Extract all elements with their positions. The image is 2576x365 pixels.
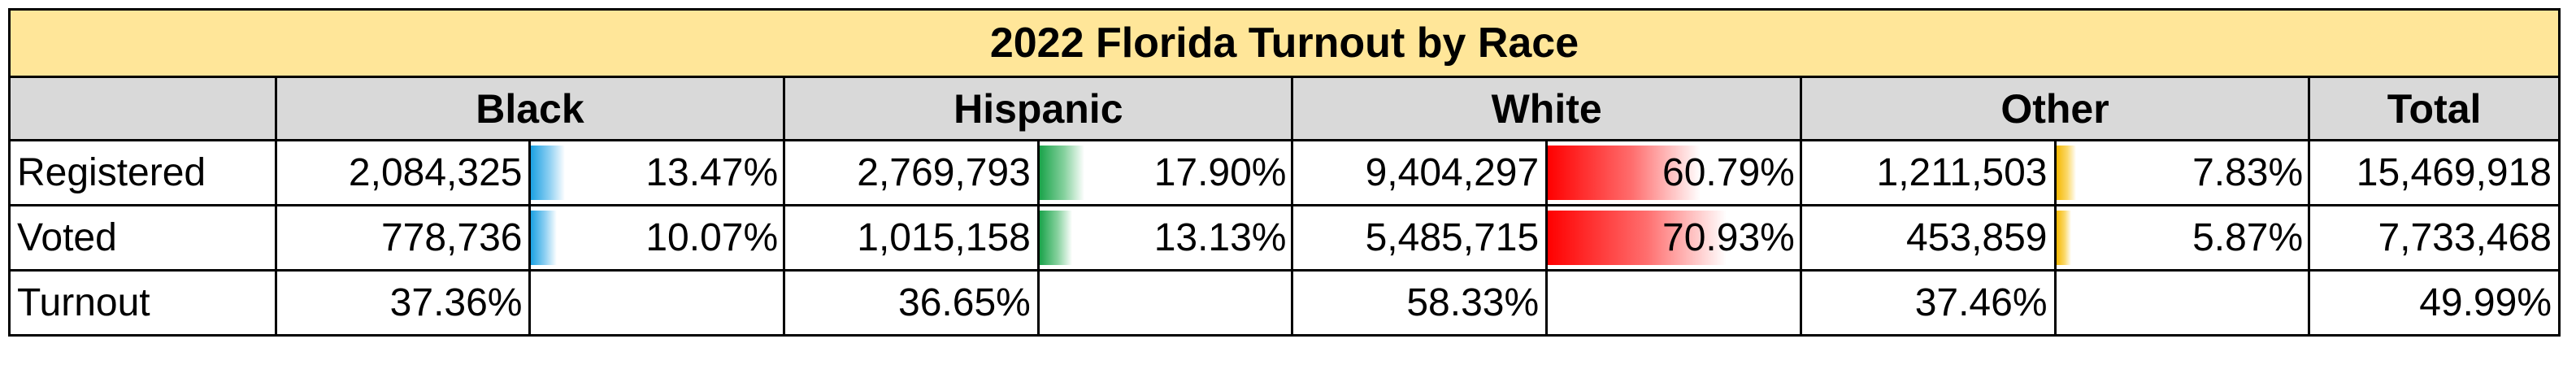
- voted-black-pct: 10.07%: [645, 216, 779, 259]
- voted-hispanic-count[interactable]: 1,015,158: [783, 204, 1040, 272]
- row-label-voted[interactable]: Voted: [8, 204, 277, 272]
- registered-hispanic-pct: 17.90%: [1153, 151, 1287, 194]
- registered-other-pct-cell[interactable]: 7.83%: [2053, 139, 2311, 206]
- data-bar: [532, 146, 566, 200]
- registered-black-count[interactable]: 2,084,325: [274, 139, 532, 206]
- voted-white-pct: 70.93%: [1662, 216, 1795, 259]
- data-bar: [1040, 146, 1085, 200]
- voted-hispanic-pct-cell[interactable]: 13.13%: [1036, 204, 1294, 272]
- turnout-other[interactable]: 37.46%: [1799, 269, 2057, 337]
- row-label-registered[interactable]: Registered: [8, 139, 277, 206]
- turnout-white-empty[interactable]: [1545, 269, 1802, 337]
- voted-hispanic-pct: 13.13%: [1153, 216, 1287, 259]
- voted-white-pct-cell[interactable]: 70.93%: [1545, 204, 1802, 272]
- data-bar: [532, 211, 557, 265]
- header-black[interactable]: Black: [274, 76, 786, 141]
- turnout-black-empty[interactable]: [528, 269, 786, 337]
- registered-other-pct: 7.83%: [2192, 151, 2304, 194]
- header-corner[interactable]: [8, 76, 277, 141]
- spreadsheet: 2022 Florida Turnout by Race Black Hispa…: [8, 8, 2561, 350]
- header-total[interactable]: Total: [2308, 76, 2561, 141]
- turnout-black[interactable]: 37.36%: [274, 269, 532, 337]
- data-bar: [1040, 211, 1073, 265]
- header-other[interactable]: Other: [1799, 76, 2311, 141]
- voted-total[interactable]: 7,733,468: [2308, 204, 2561, 272]
- header-white[interactable]: White: [1291, 76, 1802, 141]
- row-label-turnout[interactable]: Turnout: [8, 269, 277, 337]
- registered-hispanic-count[interactable]: 2,769,793: [783, 139, 1040, 206]
- data-bar: [1549, 211, 1727, 265]
- turnout-row: Turnout 37.36% 36.65% 58.33% 37.46% 49.9…: [8, 269, 2561, 337]
- voted-black-count[interactable]: 778,736: [274, 204, 532, 272]
- voted-row: Voted 778,736 10.07% 1,015,158 13.13% 5,…: [8, 204, 2561, 272]
- turnout-hispanic[interactable]: 36.65%: [783, 269, 1040, 337]
- registered-white-count[interactable]: 9,404,297: [1291, 139, 1549, 206]
- turnout-hispanic-empty[interactable]: [1036, 269, 1294, 337]
- registered-black-pct-cell[interactable]: 13.47%: [528, 139, 786, 206]
- data-bar: [2057, 211, 2071, 265]
- data-bar: [1549, 146, 1701, 200]
- voted-black-pct-cell[interactable]: 10.07%: [528, 204, 786, 272]
- registered-white-pct: 60.79%: [1662, 151, 1795, 194]
- turnout-white[interactable]: 58.33%: [1291, 269, 1549, 337]
- header-hispanic[interactable]: Hispanic: [783, 76, 1294, 141]
- registered-row: Registered 2,084,325 13.47% 2,769,793 17…: [8, 139, 2561, 206]
- turnout-total[interactable]: 49.99%: [2308, 269, 2561, 337]
- turnout-other-empty[interactable]: [2053, 269, 2311, 337]
- registered-other-count[interactable]: 1,211,503: [1799, 139, 2057, 206]
- voted-other-pct-cell[interactable]: 5.87%: [2053, 204, 2311, 272]
- registered-black-pct: 13.47%: [645, 151, 779, 194]
- data-bar: [2057, 146, 2076, 200]
- turnout-table: 2022 Florida Turnout by Race Black Hispa…: [8, 8, 2561, 337]
- registered-white-pct-cell[interactable]: 60.79%: [1545, 139, 1802, 206]
- header-row: Black Hispanic White Other Total: [8, 76, 2561, 141]
- registered-hispanic-pct-cell[interactable]: 17.90%: [1036, 139, 1294, 206]
- voted-white-count[interactable]: 5,485,715: [1291, 204, 1549, 272]
- voted-other-count[interactable]: 453,859: [1799, 204, 2057, 272]
- table-title[interactable]: 2022 Florida Turnout by Race: [8, 8, 2561, 78]
- voted-other-pct: 5.87%: [2192, 216, 2304, 259]
- registered-total[interactable]: 15,469,918: [2308, 139, 2561, 206]
